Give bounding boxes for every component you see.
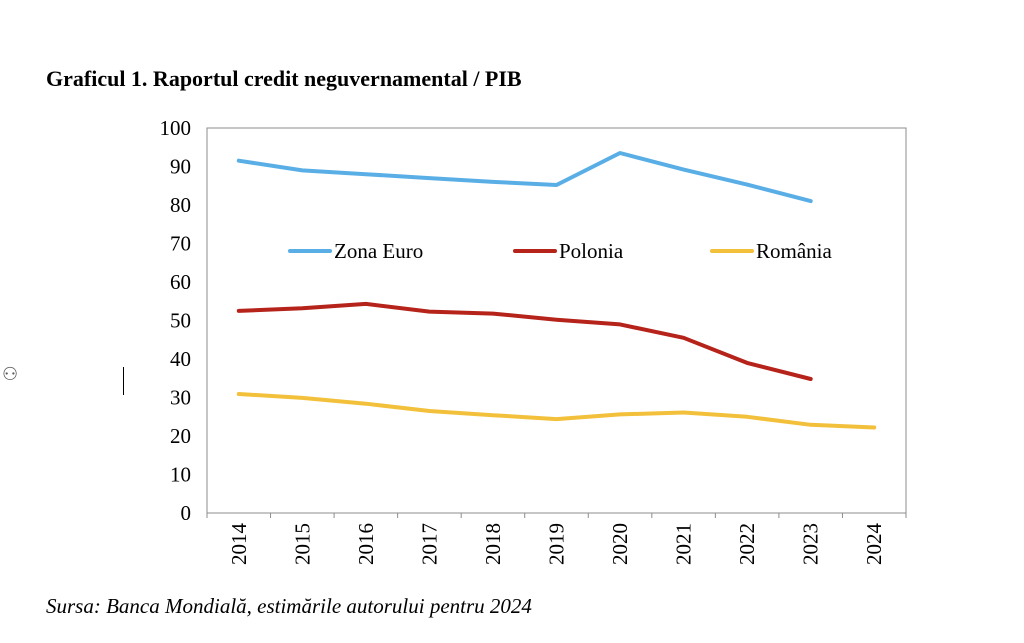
x-tick-label: 2018 xyxy=(481,523,505,565)
legend-label: România xyxy=(756,239,832,263)
legend-item: Polonia xyxy=(513,239,624,263)
legend-item: Zona Euro xyxy=(288,239,423,263)
series-line-rom-nia xyxy=(236,392,877,430)
copilot-icon[interactable]: ⚇ xyxy=(2,364,19,385)
series-line-zona-euro xyxy=(236,151,813,204)
chart-source: Sursa: Banca Mondială, estimările autoru… xyxy=(46,594,532,618)
y-tick-label: 40 xyxy=(170,347,191,371)
y-tick-label: 90 xyxy=(170,155,191,179)
x-tick-label: 2015 xyxy=(290,523,314,565)
y-tick-label: 30 xyxy=(170,386,191,410)
y-tick-label: 50 xyxy=(170,309,191,333)
x-tick-label: 2016 xyxy=(354,523,378,565)
y-tick-label: 0 xyxy=(181,501,192,525)
x-tick-label: 2017 xyxy=(417,523,441,565)
y-tick-label: 70 xyxy=(170,232,191,256)
y-tick-label: 100 xyxy=(160,116,192,140)
x-tick-label: 2020 xyxy=(608,523,632,565)
x-tick-label: 2014 xyxy=(227,523,251,566)
y-tick-label: 80 xyxy=(170,193,191,217)
x-tick-label: 2022 xyxy=(735,523,759,565)
x-tick-label: 2021 xyxy=(672,523,696,565)
chart-title: Graficul 1. Raportul credit neguvernamen… xyxy=(46,66,522,91)
x-tick-label: 2023 xyxy=(799,523,823,565)
x-tick-label: 2024 xyxy=(862,523,886,566)
y-tick-label: 10 xyxy=(170,463,191,487)
x-tick-label: 2019 xyxy=(545,523,569,565)
series-line-polonia xyxy=(236,301,813,381)
legend-item: România xyxy=(710,239,832,263)
legend-label: Zona Euro xyxy=(334,239,423,263)
y-tick-label: 20 xyxy=(170,424,191,448)
legend-label: Polonia xyxy=(559,239,624,263)
y-tick-label: 60 xyxy=(170,270,191,294)
plot-area xyxy=(206,127,907,514)
text-cursor xyxy=(123,367,124,395)
